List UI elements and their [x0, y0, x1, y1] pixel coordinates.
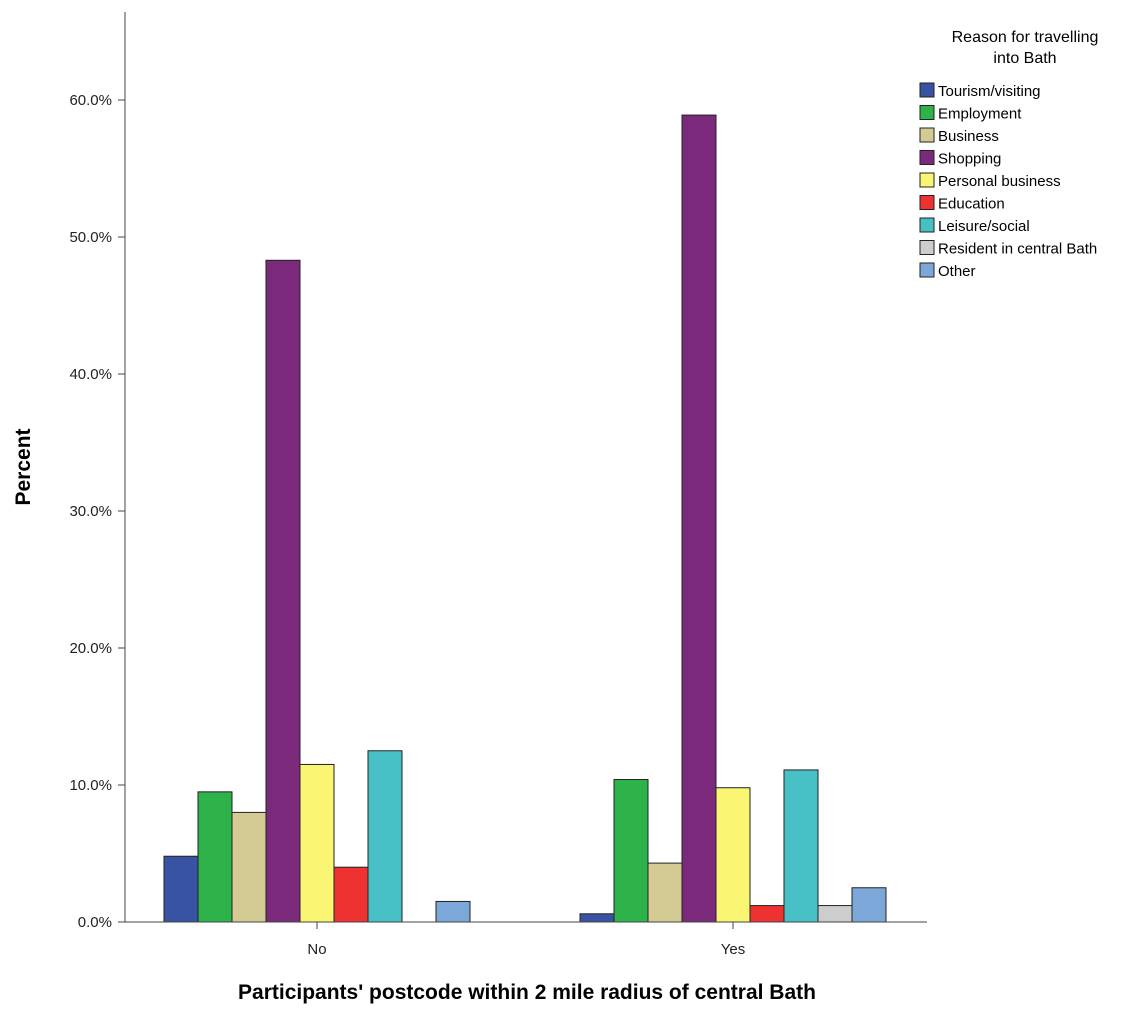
legend-swatch [919, 172, 935, 188]
legend-title-line-2: into Bath [993, 50, 1056, 67]
legend-swatch [919, 240, 935, 255]
legend-swatch [919, 217, 935, 233]
bar-no-personal-business [299, 763, 335, 923]
legend-swatch [919, 127, 935, 143]
bars-group [163, 114, 887, 923]
legend-swatch [919, 195, 935, 210]
y-tick-label: 50.0% [69, 229, 112, 246]
bar-yes-employment [613, 779, 649, 923]
x-axis-ticks: No Yes [307, 922, 745, 958]
x-axis-title: Participants' postcode within 2 mile rad… [238, 981, 816, 1004]
bar-no-tourism-visiting [163, 855, 199, 923]
bar-yes-shopping [681, 114, 717, 923]
legend-label: Personal business [938, 173, 1061, 190]
legend-swatch [919, 150, 935, 165]
legend-label: Tourism/visiting [938, 83, 1041, 100]
bar-yes-other [851, 887, 887, 923]
legend-label: Resident in central Bath [938, 241, 1097, 258]
y-tick-label: 10.0% [69, 777, 112, 794]
bar-yes-business [647, 862, 683, 923]
bar-no-business [231, 811, 267, 923]
legend-label: Education [938, 196, 1005, 213]
bar-yes-education [749, 905, 785, 923]
legend-swatch [919, 262, 935, 278]
bar-yes-leisure-social [783, 769, 819, 923]
legend: Reason for travelling into Bath Tourism/… [919, 29, 1099, 280]
legend-title-line-1: Reason for travelling [952, 29, 1099, 46]
y-tick-label: 40.0% [69, 366, 112, 383]
bar-no-education [333, 866, 369, 923]
y-tick-label: 30.0% [69, 503, 112, 520]
bar-no-other [435, 900, 471, 923]
legend-swatch [919, 105, 935, 120]
legend-label: Leisure/social [938, 218, 1030, 235]
bar-yes-resident-in-central-bath [817, 905, 853, 923]
bar-no-leisure-social [367, 750, 403, 923]
y-tick-label: 60.0% [69, 92, 112, 109]
bar-no-shopping [265, 259, 301, 923]
legend-label: Shopping [938, 151, 1001, 168]
y-axis-ticks: 0.0% 10.0% 20.0% 30.0% 40.0% 50.0% 60.0% [69, 92, 125, 931]
y-tick-label: 20.0% [69, 640, 112, 657]
legend-swatch [919, 82, 935, 98]
x-tick-label: No [307, 941, 326, 958]
legend-label: Other [938, 263, 976, 280]
bar-yes-tourism-visiting [579, 913, 615, 923]
legend-label: Employment [938, 106, 1022, 123]
y-tick-label: 0.0% [78, 914, 112, 931]
bar-no-employment [197, 791, 233, 923]
bar-yes-personal-business [715, 787, 751, 923]
legend-label: Business [938, 128, 999, 145]
x-tick-label: Yes [721, 941, 745, 958]
y-axis-title: Percent [12, 428, 35, 505]
